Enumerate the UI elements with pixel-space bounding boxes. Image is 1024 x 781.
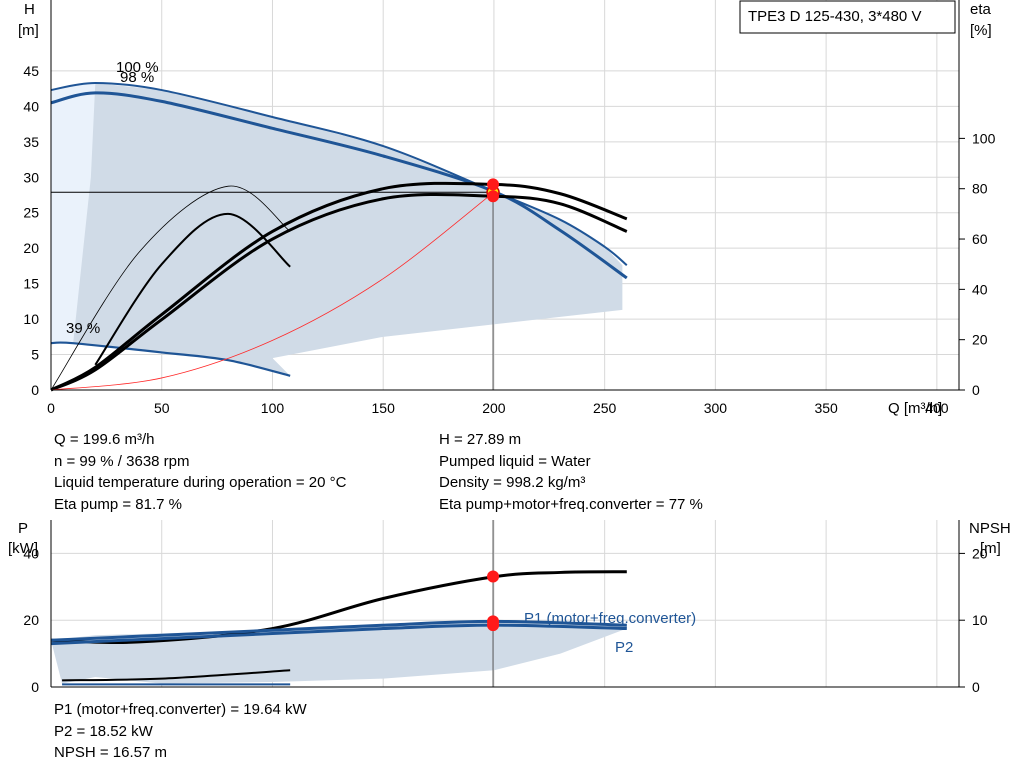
h-tick-label-2: 10 bbox=[23, 311, 39, 327]
info-density: Density = 998.2 kg/m³ bbox=[439, 474, 586, 491]
info-p2: P2 = 18.52 kW bbox=[54, 722, 153, 740]
info-h: H = 27.89 m bbox=[439, 431, 522, 448]
eta-duty-marker-0 bbox=[487, 178, 500, 191]
envelopes bbox=[51, 82, 627, 684]
info-npsh: NPSH = 16.57 m bbox=[54, 744, 167, 761]
eta-duty-marker-1 bbox=[487, 190, 500, 203]
bottom-series-3 bbox=[62, 669, 291, 682]
h-tick-label-0: 0 bbox=[31, 382, 39, 398]
x-tick-label-4: 200 bbox=[482, 400, 506, 416]
eta-axis-label-2: [%] bbox=[970, 22, 992, 39]
top-series-0 bbox=[50, 81, 628, 266]
h-axis-label-2: [m] bbox=[18, 22, 39, 39]
info-n: n = 99 % / 3638 rpm bbox=[54, 452, 190, 470]
x-tick-label-3: 150 bbox=[372, 400, 396, 416]
bottom-series-2 bbox=[50, 623, 627, 646]
p-axis-label-2: [kW] bbox=[8, 540, 38, 557]
p1-series-label: P1 (motor+freq.converter) bbox=[524, 610, 696, 627]
eta-maxspeed-thin bbox=[50, 185, 291, 391]
h-tick-label-5: 25 bbox=[23, 205, 39, 221]
x-tick-label-2: 100 bbox=[261, 400, 285, 416]
p-tick-label-1: 20 bbox=[23, 612, 39, 628]
top-series-2 bbox=[50, 341, 291, 377]
npsh-tick-label-0: 0 bbox=[972, 679, 980, 695]
chart-title: TPE3 D 125-430, 3*480 V bbox=[748, 8, 921, 25]
info-eta-pump: Eta pump = 81.7 % bbox=[54, 495, 182, 513]
title-box bbox=[739, 0, 956, 34]
p-tick-label-2: 40 bbox=[23, 545, 39, 561]
eta-tick-label-3: 60 bbox=[972, 231, 988, 247]
axes bbox=[50, 0, 965, 688]
chart-texts: 0 50 100 150 200 250 300 350 4000510152025303540… bbox=[23, 63, 995, 695]
curve-label-39: 39 % bbox=[66, 320, 100, 337]
curve-label-98: 98 % bbox=[120, 69, 154, 86]
x-tick-label-5: 250 bbox=[593, 400, 617, 416]
x-tick-label-7: 350 bbox=[814, 400, 838, 416]
eta-tick-label-4: 80 bbox=[972, 181, 988, 197]
info-top-right: H = 27.89 m Pumped liquid = Water Densit… bbox=[439, 429, 703, 515]
npsh-axis-label-2: [m] bbox=[980, 540, 1001, 557]
h-tick-label-8: 40 bbox=[23, 98, 39, 114]
top-operating-envelope bbox=[51, 82, 623, 376]
info-bottom: P1 (motor+freq.converter) = 19.64 kW P2 … bbox=[54, 699, 307, 764]
eta-tick-label-1: 20 bbox=[972, 332, 988, 348]
x-tick-label-1: 50 bbox=[154, 400, 170, 416]
eta-tick-label-2: 40 bbox=[972, 281, 988, 297]
p-tick-label-0: 0 bbox=[31, 679, 39, 695]
h-tick-label-4: 20 bbox=[23, 240, 39, 256]
info-liquid: Pumped liquid = Water bbox=[439, 452, 591, 470]
info-temp: Liquid temperature during operation = 20… bbox=[54, 474, 347, 491]
info-p1: P1 (motor+freq.converter) = 19.64 kW bbox=[54, 701, 307, 718]
eta-minspeed-curve bbox=[94, 212, 291, 366]
eta-tick-label-5: 100 bbox=[972, 130, 996, 146]
x-tick-label-0: 0 bbox=[47, 400, 55, 416]
duty-points bbox=[486, 178, 500, 632]
info-top-left: Q = 199.6 m³/h n = 99 % / 3638 rpm Liqui… bbox=[54, 429, 346, 515]
h-tick-label-6: 30 bbox=[23, 169, 39, 185]
npsh-tick-label-1: 10 bbox=[972, 612, 988, 628]
h-axis-label-1: H bbox=[24, 1, 35, 18]
h-tick-label-1: 5 bbox=[31, 347, 39, 363]
h-tick-label-7: 35 bbox=[23, 134, 39, 150]
bottom-duty-marker-2 bbox=[487, 619, 500, 632]
x-axis-label: Q [m³/h] bbox=[888, 400, 942, 417]
h-tick-label-9: 45 bbox=[23, 63, 39, 79]
top-series-1 bbox=[50, 91, 628, 280]
p-axis-label-1: P bbox=[18, 520, 28, 537]
bottom-series-0 bbox=[50, 570, 627, 645]
top-light-envelope bbox=[51, 82, 96, 344]
top-series-3 bbox=[50, 193, 628, 392]
bottom-duty-marker-0 bbox=[487, 570, 500, 583]
top-series-5 bbox=[50, 191, 495, 391]
npsh-axis-label-1: NPSH bbox=[969, 520, 1011, 537]
top-series-4 bbox=[50, 181, 628, 392]
h-tick-label-3: 15 bbox=[23, 276, 39, 292]
p2-series-label: P2 bbox=[615, 639, 633, 656]
eta-tick-label-0: 0 bbox=[972, 382, 980, 398]
bottom-series-1 bbox=[50, 619, 627, 642]
curve-label-100: 100 % bbox=[116, 59, 159, 76]
npsh-tick-label-2: 20 bbox=[972, 545, 988, 561]
series-lines bbox=[50, 81, 628, 687]
x-tick-label-6: 300 bbox=[704, 400, 728, 416]
info-q: Q = 199.6 m³/h bbox=[54, 431, 155, 448]
eta-axis-label-1: eta bbox=[970, 1, 992, 18]
x-tick-label-8: 400 bbox=[925, 400, 949, 416]
info-eta-total: Eta pump+motor+freq.converter = 77 % bbox=[439, 495, 703, 513]
